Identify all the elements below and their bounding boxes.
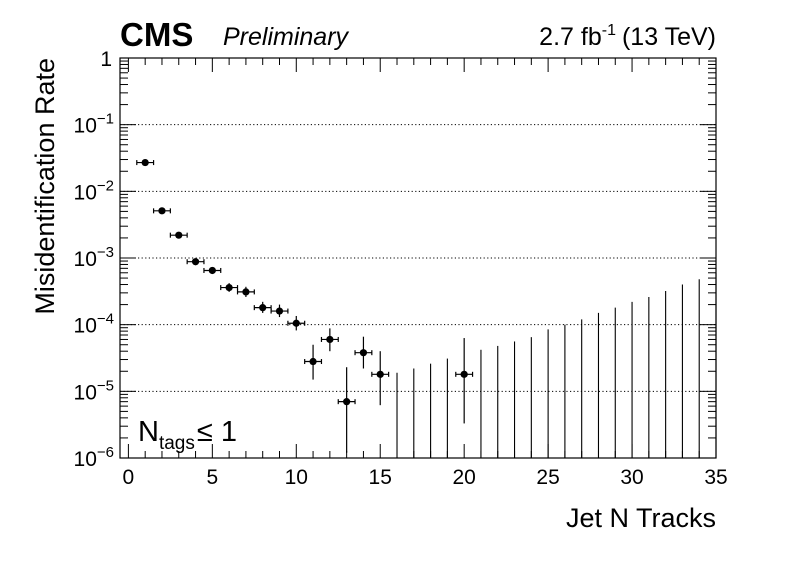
- ntags-subscript: tags: [159, 433, 195, 454]
- luminosity-exponent: -1: [602, 22, 616, 39]
- ntags-relation: ≤ 1: [197, 416, 237, 448]
- data-point: [304, 344, 323, 380]
- marker: [309, 357, 317, 366]
- y-tick-label: 10−6: [74, 444, 114, 471]
- axes: 0 5 10 15 20 25 30 35 1 10−1 10−2 10−3 10−4 10−5 10−6: [74, 48, 728, 489]
- data-point: [371, 351, 390, 406]
- marker: [343, 398, 351, 406]
- marker: [191, 258, 200, 266]
- x-tick-label: 10: [285, 466, 308, 489]
- data-point: [253, 301, 272, 313]
- data-point: [236, 286, 255, 298]
- grid-lines: [120, 124, 716, 392]
- ntags-annotation: Ntags≤ 1: [138, 416, 237, 454]
- status-label: Preliminary: [223, 23, 350, 51]
- marker: [242, 288, 250, 296]
- data-points: [136, 158, 717, 458]
- marker: [158, 207, 166, 215]
- marker: [376, 370, 384, 378]
- x-tick-label: 30: [620, 466, 643, 489]
- x-tick-label: 0: [123, 466, 135, 489]
- marker: [259, 304, 267, 312]
- y-tick-label: 10−5: [74, 377, 114, 404]
- experiment-label: CMS: [120, 16, 193, 53]
- y-axis-title: Misidentification Rate: [30, 58, 60, 315]
- luminosity-value: 2.7 fb: [539, 23, 602, 51]
- data-point: [152, 207, 171, 215]
- data-point: [320, 328, 339, 352]
- y-tick-label: 10−4: [74, 311, 114, 338]
- data-point: [136, 158, 155, 167]
- data-point: [186, 258, 205, 266]
- marker: [141, 158, 149, 167]
- marker: [460, 370, 468, 378]
- y-tick-label: 10−2: [74, 177, 114, 204]
- marker: [225, 283, 233, 292]
- data-point: [270, 304, 289, 318]
- x-tick-label: 20: [452, 466, 475, 489]
- x-tick-label: 25: [536, 466, 559, 489]
- data-point: [455, 338, 474, 424]
- energy-value: (13 TeV): [622, 23, 716, 51]
- ntags-main: N: [138, 416, 159, 448]
- data-point: [287, 315, 306, 331]
- marker: [175, 231, 183, 239]
- x-tick-label: 5: [206, 466, 218, 489]
- luminosity-label: 2.7 fb-1 (13 TeV): [539, 22, 716, 51]
- plot-frame: [119, 57, 717, 459]
- data-point: [354, 336, 373, 369]
- x-axis-title: Jet N Tracks: [566, 503, 716, 533]
- y-tick-label: 1: [100, 48, 112, 71]
- marker: [208, 266, 216, 275]
- marker: [292, 319, 300, 327]
- y-tick-label: 10−3: [74, 244, 114, 271]
- data-point: [203, 266, 222, 275]
- x-tick-label: 35: [704, 466, 727, 489]
- marker: [359, 349, 368, 357]
- data-point: [337, 367, 356, 453]
- data-point: [220, 283, 239, 292]
- data-point: [169, 231, 188, 239]
- y-tick-label: 10−1: [74, 111, 114, 138]
- marker: [326, 335, 334, 344]
- marker: [275, 307, 284, 315]
- x-tick-label: 15: [369, 466, 392, 489]
